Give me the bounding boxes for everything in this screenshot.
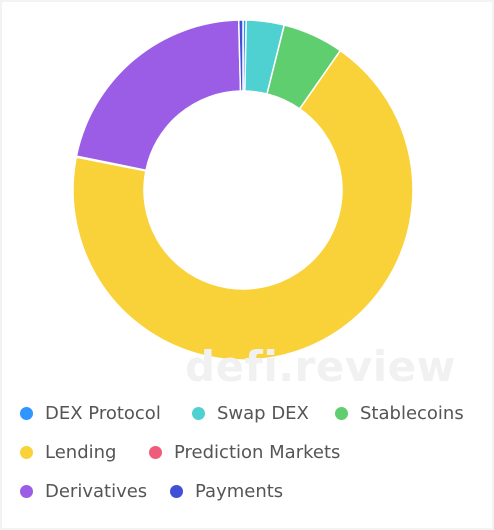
legend-label: Lending <box>45 441 117 463</box>
legend-dot-icon <box>20 445 33 459</box>
slice-lending[interactable] <box>72 49 414 361</box>
legend-label: Swap DEX <box>217 402 309 424</box>
legend-dot-icon <box>20 406 33 420</box>
legend-dot-icon <box>170 484 183 498</box>
legend-label: Derivatives <box>45 480 148 502</box>
legend-dot-icon <box>335 406 348 420</box>
legend-dot-icon <box>20 484 33 498</box>
legend-item-lending[interactable]: Lending <box>20 437 116 467</box>
slice-payments[interactable] <box>237 19 244 92</box>
legend-row-1: DEX Protocol Swap DEX Stablecoins <box>2 398 492 428</box>
legend-label: Stablecoins <box>360 402 464 424</box>
legend-item-swap-dex[interactable]: Swap DEX <box>192 398 309 428</box>
legend-item-dex-protocol[interactable]: DEX Protocol <box>20 398 161 428</box>
legend-dot-icon <box>192 406 205 420</box>
legend-label: Prediction Markets <box>174 441 341 463</box>
legend-dot-icon <box>149 445 162 459</box>
legend-label: Payments <box>195 480 284 502</box>
legend-item-payments[interactable]: Payments <box>170 476 283 506</box>
legend-item-derivatives[interactable]: Derivatives <box>20 476 147 506</box>
watermark: defi.review <box>185 342 456 391</box>
legend-row-3: Derivatives Payments <box>2 476 492 506</box>
slice-derivatives[interactable] <box>75 19 242 172</box>
donut-chart <box>72 19 414 361</box>
legend-row-2: Lending Prediction Markets <box>2 437 492 467</box>
legend-item-stablecoins[interactable]: Stablecoins <box>335 398 464 428</box>
legend-item-prediction-markets[interactable]: Prediction Markets <box>149 437 340 467</box>
legend-label: DEX Protocol <box>45 402 161 424</box>
